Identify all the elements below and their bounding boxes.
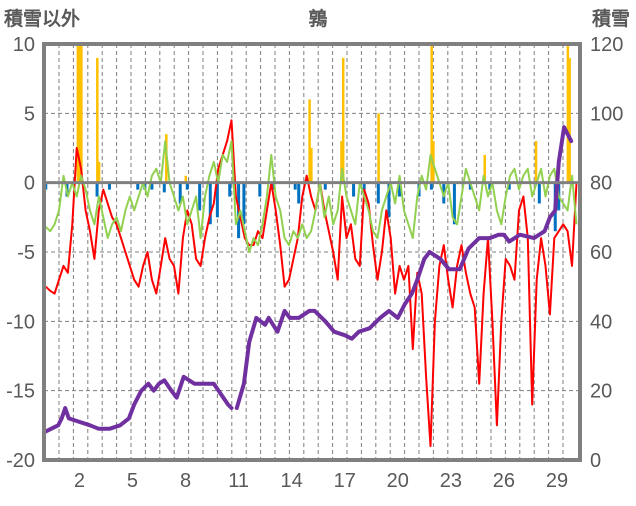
right-tick-label: 60 xyxy=(590,242,612,264)
blue-bar xyxy=(488,182,492,190)
blue-bar xyxy=(293,182,297,190)
orange-bar xyxy=(310,148,313,183)
blue-bar xyxy=(398,182,402,197)
x-tick-label: 5 xyxy=(127,470,138,492)
blue-bar xyxy=(208,182,212,225)
orange-bar xyxy=(96,57,99,183)
blue-bar xyxy=(468,182,472,190)
x-tick-label: 14 xyxy=(281,470,303,492)
blue-bar xyxy=(215,182,219,218)
left-tick-label: -20 xyxy=(6,450,35,472)
orange-bar xyxy=(483,154,486,183)
x-tick-label: 29 xyxy=(546,470,568,492)
blue-bar xyxy=(352,182,356,197)
left-tick-label: -10 xyxy=(6,311,35,333)
left-tick-label: 5 xyxy=(24,103,35,125)
right-tick-label: 40 xyxy=(590,311,612,333)
right-tick-label: 120 xyxy=(590,34,623,56)
blue-bar xyxy=(107,182,111,190)
x-tick-label: 2 xyxy=(74,470,85,492)
left-tick-label: 0 xyxy=(24,173,35,195)
blue-bar xyxy=(258,182,262,197)
green-line xyxy=(45,140,578,253)
blue-bar xyxy=(507,182,511,190)
right-tick-label: 0 xyxy=(590,450,601,472)
blue-bar xyxy=(387,182,391,218)
bars-layer xyxy=(44,44,571,239)
right-axis-label: 積雪 xyxy=(592,7,630,30)
orange-bar xyxy=(566,44,570,183)
blue-bar xyxy=(136,182,140,190)
blue-bar xyxy=(376,182,380,204)
snow-depth-line xyxy=(42,125,574,435)
right-tick-label: 100 xyxy=(590,103,623,125)
orange-bar xyxy=(76,44,80,183)
orange-bar xyxy=(184,175,188,183)
lines-layer xyxy=(42,119,578,448)
orange-bar xyxy=(97,161,101,183)
blue-bar xyxy=(362,182,366,190)
blue-bar xyxy=(228,182,232,197)
plot-border xyxy=(42,42,582,462)
tick-labels: 10 5 0 -5 -10 -15 -20 120 100 80 60 40 20 0 2 5 8 11 14 17 2… xyxy=(6,34,623,492)
x-tick-label: 11 xyxy=(228,470,249,492)
blue-bar xyxy=(323,182,327,190)
left-tick-label: -5 xyxy=(17,242,35,264)
blue-bar xyxy=(537,182,541,204)
blue-bar xyxy=(150,182,154,190)
right-tick-label: 80 xyxy=(590,173,612,195)
blue-bar xyxy=(162,182,166,193)
blue-bar xyxy=(178,182,182,204)
x-tick-label: 23 xyxy=(440,470,462,492)
orange-bar xyxy=(430,44,433,183)
blue-bar xyxy=(185,182,189,190)
blue-bar xyxy=(297,182,301,204)
chart-title: 鶉 xyxy=(308,7,327,30)
orange-bar xyxy=(308,99,311,183)
orange-bar xyxy=(340,141,343,183)
axes-layer xyxy=(42,42,582,462)
blue-bar xyxy=(442,182,446,204)
orange-bar xyxy=(568,57,571,183)
orange-bar xyxy=(341,57,345,183)
left-tick-label: -15 xyxy=(6,381,35,403)
orange-bar xyxy=(80,44,83,183)
left-axis-label: 積雪以外 xyxy=(4,7,80,30)
blue-bar xyxy=(429,182,433,190)
blue-bar xyxy=(242,182,246,225)
blue-bar xyxy=(95,182,99,197)
x-tick-label: 26 xyxy=(493,470,515,492)
x-tick-label: 8 xyxy=(180,470,191,492)
orange-bar xyxy=(377,113,380,183)
blue-bar xyxy=(452,182,456,225)
orange-bar xyxy=(78,44,81,183)
x-tick-label: 17 xyxy=(334,470,356,492)
orange-bar xyxy=(534,141,538,183)
blue-bar xyxy=(198,182,202,211)
left-tick-label: 10 xyxy=(13,34,35,56)
right-tick-label: 20 xyxy=(590,381,612,403)
x-tick-label: 20 xyxy=(387,470,409,492)
